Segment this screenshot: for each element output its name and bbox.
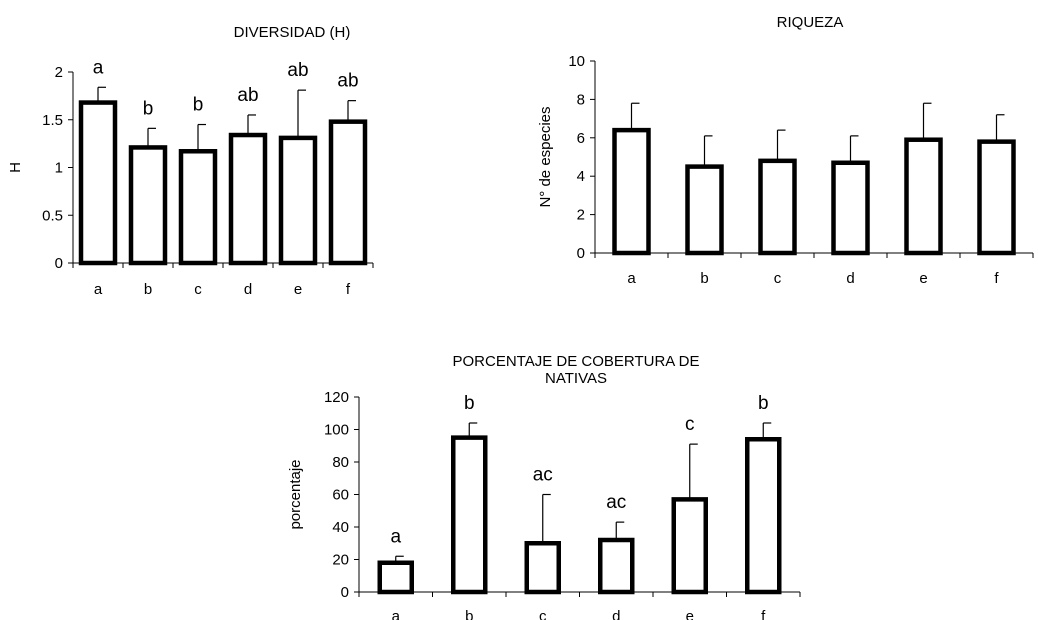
y-tick-label: 1 [55, 160, 63, 177]
x-tick-label: a [94, 281, 103, 298]
x-tick-label: b [144, 281, 152, 298]
x-tick-label: e [686, 608, 694, 620]
y-tick-label: 0 [341, 584, 349, 601]
bar-c [524, 541, 561, 595]
y-tick-label: 1.5 [42, 112, 63, 129]
x-tick-label: d [846, 270, 854, 287]
x-tick-label: f [994, 270, 999, 287]
significance-label: ac [606, 492, 626, 513]
y-axis-label: porcentaje [287, 459, 304, 529]
significance-label: ab [337, 71, 358, 92]
significance-label: c [685, 414, 695, 435]
y-tick-label: 100 [324, 422, 349, 439]
significance-label: b [143, 98, 154, 119]
bar-a [612, 127, 651, 256]
x-tick-label: f [346, 281, 351, 298]
significance-label: ab [287, 60, 308, 81]
y-tick-label: 0 [55, 255, 63, 272]
x-tick-label: a [392, 608, 401, 620]
bar-e [904, 137, 943, 256]
chart-title: DIVERSIDAD (H) [234, 24, 351, 41]
bar-e [671, 497, 708, 595]
chart-title-line: NATIVAS [545, 370, 607, 387]
x-tick-label: f [761, 608, 766, 620]
chart-title: PORCENTAJE DE COBERTURA DE NATIVAS [453, 353, 700, 387]
x-tick-label: c [774, 270, 782, 287]
x-tick-label: d [244, 281, 252, 298]
bar-b [451, 435, 488, 595]
significance-label: ac [533, 465, 553, 486]
y-tick-label: 2 [577, 207, 585, 224]
y-tick-label: 60 [332, 487, 349, 504]
significance-label: b [758, 393, 769, 414]
y-tick-label: 10 [568, 53, 585, 70]
bar-c [758, 158, 797, 256]
chart-title-line: PORCENTAJE DE COBERTURA DE [453, 353, 700, 370]
bar-d [598, 537, 635, 595]
y-tick-label: 0 [577, 245, 585, 262]
y-tick-label: 20 [332, 552, 349, 569]
bar-f [745, 437, 782, 595]
bar-f [977, 139, 1016, 256]
x-tick-label: d [612, 608, 620, 620]
bar-e [278, 135, 318, 266]
y-tick-label: 80 [332, 454, 349, 471]
bar-f [328, 119, 368, 266]
x-tick-label: b [465, 608, 473, 620]
chart-panel-2: RIQUEZA N° de especies 0 2 4 6 8 10 a b c d e f [537, 14, 1034, 287]
chart-panel-3: PORCENTAJE DE COBERTURA DE NATIVAS porcent… [287, 353, 801, 620]
y-tick-label: 8 [577, 91, 585, 108]
significance-label: b [464, 393, 475, 414]
x-tick-label: c [539, 608, 547, 620]
x-tick-label: c [194, 281, 202, 298]
bar-c [178, 149, 218, 266]
bar-a [78, 100, 118, 266]
y-tick-label: 2 [55, 64, 63, 81]
y-tick-label: 40 [332, 519, 349, 536]
bar-d [831, 160, 870, 256]
significance-label: ab [237, 85, 258, 106]
significance-label: a [93, 57, 104, 78]
bar-d [228, 132, 268, 266]
bar-b [128, 145, 168, 266]
x-tick-label: e [919, 270, 927, 287]
chart-title: RIQUEZA [777, 14, 844, 31]
bar-a [377, 560, 414, 595]
y-tick-label: 120 [324, 389, 349, 406]
significance-label: b [193, 95, 204, 116]
y-tick-label: 4 [577, 168, 585, 185]
chart-title-line: RIQUEZA [777, 14, 844, 31]
y-axis-label: H [7, 162, 24, 173]
bar-b [685, 164, 724, 256]
y-tick-label: 0.5 [42, 207, 63, 224]
y-axis-label: N° de especies [537, 106, 554, 207]
x-tick-label: b [700, 270, 708, 287]
significance-label: a [390, 526, 401, 547]
y-tick-label: 6 [577, 130, 585, 147]
x-tick-label: a [627, 270, 636, 287]
x-tick-label: e [294, 281, 302, 298]
chart-title-line: DIVERSIDAD (H) [234, 24, 351, 41]
